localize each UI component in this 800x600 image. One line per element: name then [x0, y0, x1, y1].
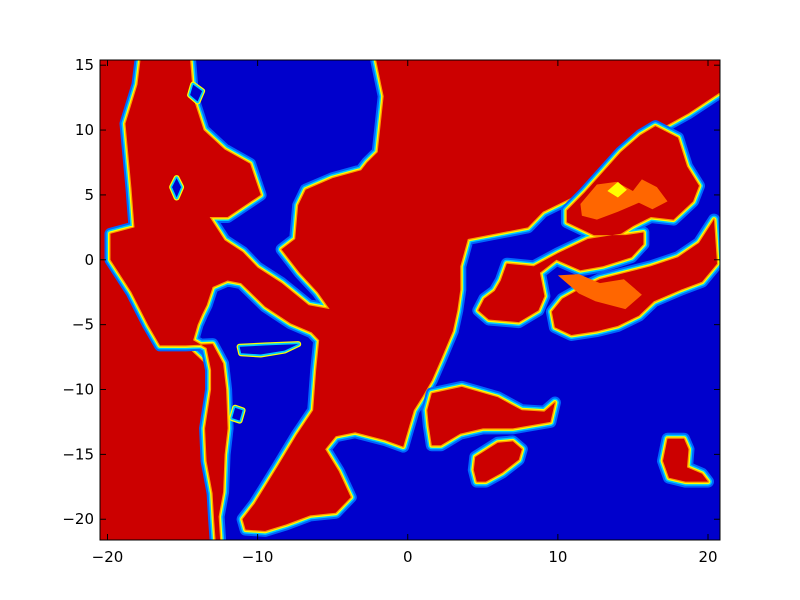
- y-tick-label: 10: [75, 121, 94, 139]
- contour-fill-central-landmass: [110, 60, 720, 540]
- y-tick-label: −15: [62, 445, 94, 463]
- contour-fill-southeast-islands: [427, 386, 555, 446]
- contour-region-ne-yellow-spot: [607, 181, 627, 198]
- contour-hole-small-lake: [229, 404, 246, 424]
- contour-region-south-island: [467, 435, 528, 488]
- contour-fill-ne-patch-b: [557, 274, 642, 310]
- x-tick-label: 20: [698, 548, 717, 566]
- contour-fill-far-east-island: [663, 438, 708, 482]
- contour-fill-east-inland: [551, 219, 717, 335]
- contour-hole-inland-lake: [236, 341, 302, 358]
- contour-hole-north-lake: [187, 81, 206, 105]
- contour-region-central-landmass: [104, 60, 720, 540]
- y-tick-label: 15: [75, 56, 94, 74]
- y-tick-label: −10: [62, 381, 94, 399]
- contour-fill-ne-patch-a: [580, 179, 668, 220]
- y-tick-label: −20: [62, 510, 94, 528]
- contour-fill-south-island: [473, 441, 522, 482]
- plot-area: [100, 60, 720, 540]
- y-axis: −20 −15 −10 −5 0 5 10 15: [62, 56, 720, 528]
- contour-hole-fill-north-lake: [190, 84, 203, 102]
- contour-hole-fill-inland-lake: [239, 344, 299, 355]
- contour-region-southeast-islands: [421, 380, 561, 452]
- x-tick-label: −10: [242, 548, 274, 566]
- contour-hole-fill-west-spot: [172, 178, 182, 198]
- contour-region-far-east-island: [657, 432, 714, 488]
- x-tick-label: 0: [403, 548, 413, 566]
- contour-region-east-inland: [545, 213, 720, 341]
- y-tick-label: −5: [72, 316, 94, 334]
- x-tick-label: −20: [92, 548, 124, 566]
- contour-fill-east-peninsula: [478, 126, 699, 323]
- contour-hole-fill-small-lake: [232, 407, 243, 421]
- x-axis: −20 −10 0 10 20: [92, 60, 718, 566]
- contour-region-ne-patch-b: [557, 274, 642, 310]
- contour-hole-west-spot: [169, 175, 185, 201]
- x-tick-label: 10: [548, 548, 567, 566]
- contour-region-east-peninsula: [472, 120, 705, 329]
- y-tick-label: 0: [84, 251, 94, 269]
- plot-frame: [99, 59, 721, 541]
- y-tick-label: 5: [84, 186, 94, 204]
- contour-region-ne-patch-a: [580, 179, 668, 220]
- contour-fill-ne-yellow-spot: [607, 181, 627, 198]
